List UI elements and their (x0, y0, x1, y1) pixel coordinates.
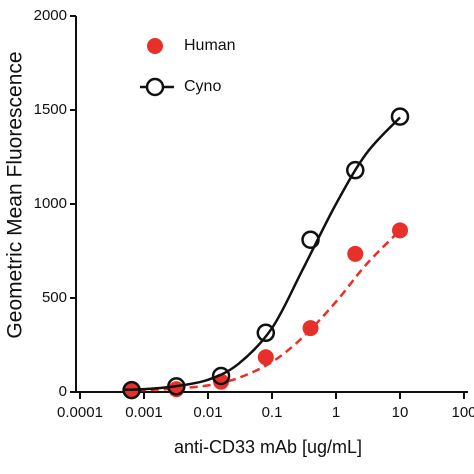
data-point (167, 377, 186, 396)
y-tick-label: 0 (59, 383, 67, 400)
data-point (211, 366, 231, 386)
legend-marker (145, 77, 165, 97)
data-point (257, 349, 274, 366)
fit-curve (124, 229, 401, 392)
x-tick-label: 0.001 (125, 404, 163, 421)
y-tick-label: 1500 (34, 101, 67, 118)
data-point (390, 107, 410, 126)
data-point (213, 373, 230, 390)
x-tick-label: 0.1 (262, 404, 283, 421)
data-point (346, 160, 365, 180)
x-tick-label: 1 (332, 404, 340, 421)
y-tick-label: 1000 (34, 195, 67, 212)
y-axis-label: Geometric Mean Fluorescence (4, 51, 27, 338)
data-point (301, 230, 320, 249)
data-point (302, 320, 319, 337)
fit-curve (124, 116, 401, 391)
x-tick-label: 0.01 (193, 404, 222, 421)
y-tick-label: 2000 (34, 7, 67, 24)
x-tick-label: 100 (451, 404, 474, 421)
x-axis-label: anti-CD33 mAb [ug/mL] (174, 437, 362, 457)
data-point (256, 323, 276, 343)
legend-label: Cyno (184, 78, 221, 95)
data-point (347, 245, 364, 262)
legend-marker (147, 38, 163, 54)
y-tick-label: 500 (42, 289, 67, 306)
x-tick-label: 0.0001 (57, 404, 103, 421)
data-point (392, 222, 408, 239)
data-point (122, 380, 141, 400)
legend-label: Human (184, 37, 236, 54)
x-tick-label: 10 (392, 404, 409, 421)
